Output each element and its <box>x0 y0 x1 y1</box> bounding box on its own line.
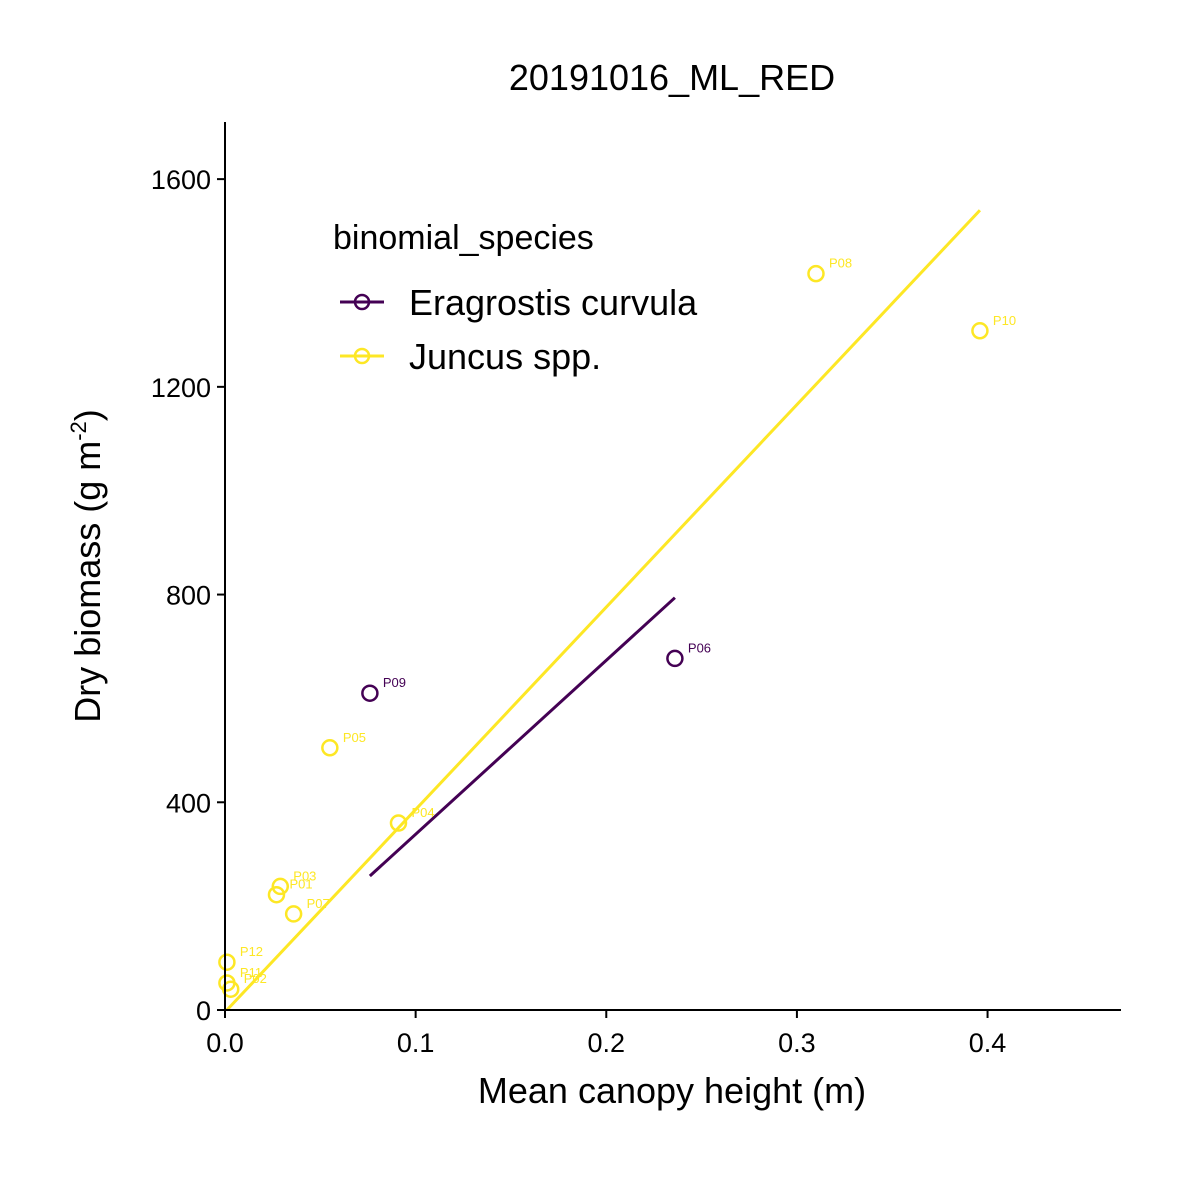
x-tick-label: 0.1 <box>397 1028 435 1058</box>
point-label: P06 <box>688 640 711 655</box>
x-tick-label: 0.4 <box>969 1028 1007 1058</box>
data-point-juncus <box>284 905 303 923</box>
y-axis-title-superscript: -2 <box>66 421 91 441</box>
x-axis-ticks: 0.0 0.1 0.2 0.3 0.4 <box>206 1010 1006 1058</box>
point-label: P05 <box>343 730 366 745</box>
chart-title: 20191016_ML_RED <box>509 57 835 98</box>
fit-line-eragrostis <box>368 596 676 878</box>
point-label: P02 <box>244 971 267 986</box>
data-point-juncus <box>321 739 339 757</box>
x-tick-label: 0.0 <box>206 1028 244 1058</box>
point-label: P01 <box>289 877 312 892</box>
legend-label-eragrostis: Eragrostis curvula <box>409 282 698 323</box>
x-axis-title: Mean canopy height (m) <box>478 1070 866 1111</box>
legend-label-juncus: Juncus spp. <box>409 336 601 377</box>
legend-key-marker-eragrostis <box>353 293 371 311</box>
y-axis-title: Dry biomass (g m-2) <box>66 409 108 723</box>
data-point-juncus <box>271 877 290 896</box>
y-tick-label: 1200 <box>151 373 211 403</box>
data-point-juncus <box>221 980 240 998</box>
y-tick-label: 0 <box>196 996 211 1026</box>
data-point-juncus <box>807 264 825 283</box>
point-label: P09 <box>383 675 406 690</box>
point-label: P04 <box>411 805 434 820</box>
fit-line-juncus <box>225 209 982 1012</box>
x-tick-label: 0.2 <box>588 1028 626 1058</box>
point-label: P12 <box>240 944 263 959</box>
data-point-juncus <box>218 953 236 971</box>
point-label: P03 <box>293 868 316 883</box>
data-point-juncus <box>971 322 989 340</box>
legend-item-juncus: Juncus spp. <box>340 336 601 377</box>
y-tick-label: 400 <box>166 788 211 818</box>
point-label: P08 <box>829 256 852 271</box>
data-point-eragrostis <box>666 649 684 668</box>
x-tick-label: 0.3 <box>778 1028 816 1058</box>
y-axis-ticks: 0 400 800 1200 1600 <box>151 165 225 1026</box>
legend-item-eragrostis: Eragrostis curvula <box>340 282 698 323</box>
data-point-juncus <box>389 814 408 832</box>
point-label: P10 <box>993 313 1016 328</box>
legend: binomial_species Eragrostis curvula Junc… <box>333 219 698 377</box>
y-tick-label: 800 <box>166 581 211 611</box>
y-axis-title-main: Dry biomass (g m <box>67 441 108 723</box>
y-tick-label: 1600 <box>151 165 211 195</box>
legend-key-marker-juncus <box>353 347 371 365</box>
point-label: P11 <box>240 965 262 980</box>
y-axis-title-end: ) <box>67 409 108 421</box>
data-point-eragrostis <box>361 684 379 702</box>
legend-title: binomial_species <box>333 219 594 257</box>
data-point-juncus <box>267 885 286 904</box>
point-label: P07 <box>307 896 330 911</box>
